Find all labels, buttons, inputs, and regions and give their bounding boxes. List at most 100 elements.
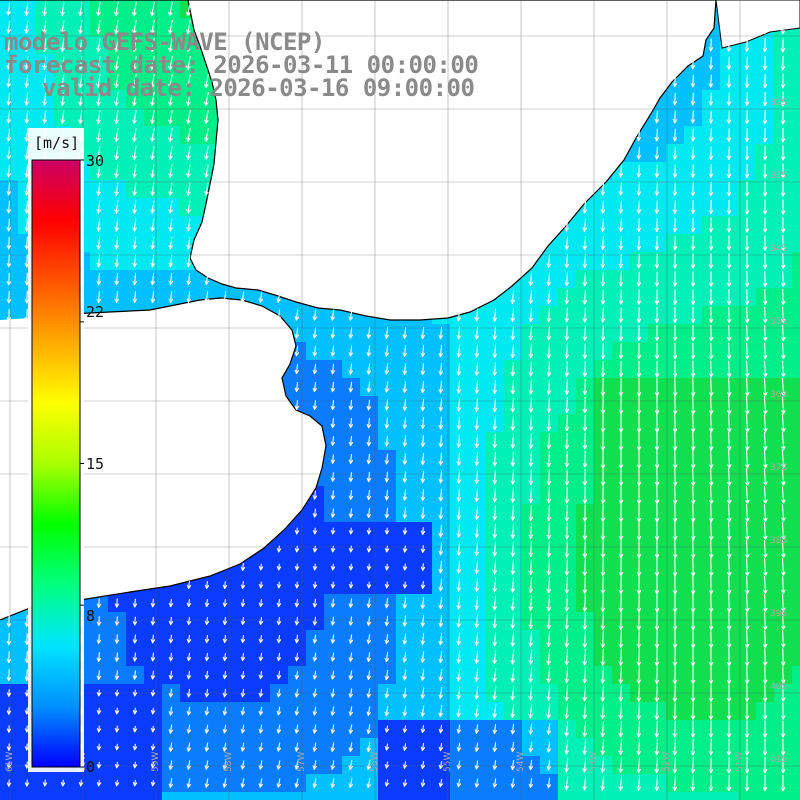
wind-arrow (582, 666, 587, 684)
wind-arrow (132, 110, 137, 124)
wind-arrow (402, 527, 408, 535)
wind-arrow (492, 631, 497, 647)
wind-arrow (654, 647, 660, 667)
wind-arrow (420, 471, 426, 483)
wind-arrow (438, 742, 444, 752)
wind-arrow (276, 598, 282, 608)
wind-arrow (618, 253, 624, 269)
wind-arrow (348, 563, 354, 571)
wind-arrow (114, 725, 120, 733)
wind-arrow (762, 253, 768, 269)
wind-arrow (456, 760, 462, 770)
wind-arrow (222, 706, 228, 716)
wind-arrow (186, 634, 192, 644)
wind-arrow (330, 327, 335, 339)
colorbar-gradient (31, 159, 81, 768)
wind-arrow (150, 37, 155, 53)
wind-arrow (564, 685, 569, 701)
wind-arrow (294, 760, 300, 770)
wind-arrow (330, 309, 335, 321)
wind-arrow (186, 724, 192, 734)
wind-arrow (438, 416, 444, 430)
wind-arrow (474, 778, 480, 788)
wind-arrow (600, 413, 606, 433)
wind-arrow (726, 74, 732, 88)
wind-arrow (744, 92, 750, 106)
wind-arrow (600, 307, 606, 323)
wind-arrow (114, 146, 119, 160)
wind-arrow (456, 344, 461, 358)
wind-arrow (222, 760, 228, 770)
wind-arrow (132, 634, 138, 644)
wind-arrow (492, 505, 497, 521)
wind-arrow (420, 615, 425, 627)
wind-arrow (168, 200, 173, 214)
wind-arrow (744, 774, 750, 792)
wind-arrow (222, 291, 227, 303)
wind-arrow (708, 575, 714, 595)
wind-arrow (240, 617, 246, 625)
wind-arrow (384, 507, 390, 519)
wind-arrow (582, 576, 588, 594)
wind-arrow (708, 521, 714, 541)
wind-arrow (564, 218, 569, 232)
wind-arrow (690, 539, 696, 559)
wind-arrow (240, 742, 246, 752)
wind-arrow (204, 291, 209, 303)
wind-arrow (618, 612, 624, 630)
wind-arrow (762, 611, 768, 631)
wind-arrow (690, 647, 696, 667)
wind-arrow (690, 324, 696, 342)
wind-arrow (294, 634, 300, 644)
wind-arrow (708, 92, 714, 106)
wind-arrow (438, 470, 444, 484)
wind-arrow (420, 363, 425, 375)
wind-arrow (546, 361, 552, 377)
wind-arrow (582, 522, 588, 540)
wind-arrow (546, 703, 551, 719)
wind-arrow (763, 504, 768, 522)
wind-arrow (726, 199, 732, 215)
wind-arrow (186, 580, 192, 590)
wind-arrow (420, 581, 426, 589)
wind-arrow (762, 37, 768, 53)
wind-arrow (402, 743, 408, 751)
wind-arrow (384, 725, 390, 733)
wind-arrow (6, 761, 12, 769)
wind-arrow (690, 557, 696, 577)
wind-arrow (366, 760, 371, 770)
wind-arrow (709, 449, 714, 469)
forecast-date: forecast date: 2026-03-11 00:00:00 (4, 51, 479, 79)
wind-arrow (96, 1, 101, 17)
wind-arrow (240, 291, 245, 303)
wind-arrow (96, 164, 101, 178)
wind-arrow (564, 236, 569, 250)
wind-arrow (312, 724, 318, 734)
wind-arrow (132, 761, 138, 769)
wind-arrow (672, 629, 678, 649)
wind-arrow (42, 779, 48, 787)
wind-arrow (636, 738, 641, 756)
wind-arrow (546, 343, 552, 359)
wind-arrow (564, 703, 569, 719)
wind-arrow (42, 20, 47, 34)
wind-arrow (114, 200, 119, 214)
wind-arrow (582, 396, 588, 414)
wind-arrow (348, 724, 354, 734)
wind-arrow (762, 127, 768, 143)
wind-arrow (510, 559, 515, 575)
wind-arrow (24, 56, 29, 70)
wind-arrow (132, 236, 137, 250)
wind-arrow (132, 779, 138, 787)
wind-arrow (438, 362, 443, 376)
wind-arrow (528, 777, 534, 789)
wind-arrow (708, 467, 714, 487)
wind-arrow (366, 453, 372, 465)
wind-arrow (600, 431, 606, 451)
wind-arrow (528, 290, 533, 304)
wind-arrow (456, 308, 461, 322)
wind-arrow (114, 779, 120, 787)
wind-arrow (546, 685, 551, 701)
wind-arrow (276, 291, 281, 303)
wind-arrow (330, 345, 336, 357)
